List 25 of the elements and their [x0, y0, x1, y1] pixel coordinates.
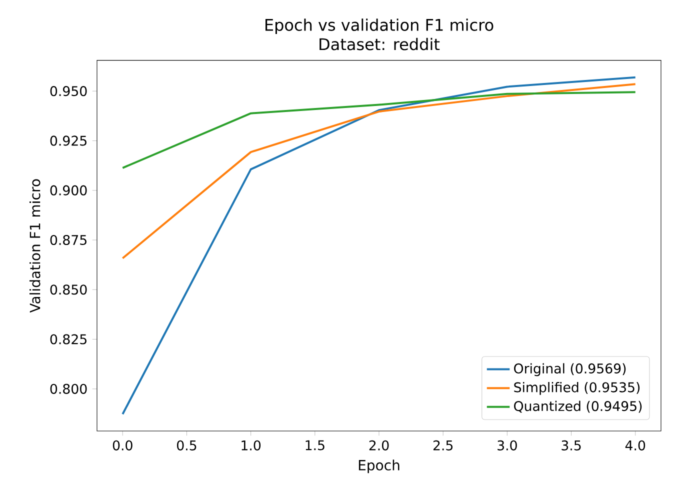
x-tick-label: 1.0 [242, 440, 261, 450]
x-tick-label: 0.5 [177, 440, 196, 450]
legend-label: Quantized (0.9495) [514, 400, 642, 413]
x-tick-label: 4.0 [625, 440, 646, 450]
x-tick-label: 0.0 [112, 440, 132, 450]
line-series [122, 91, 636, 169]
chart-subtitle: Dataset: reddit [320, 38, 440, 50]
y-tick-label: 0.850 [50, 284, 87, 295]
y-tick-label: 0.925 [50, 136, 86, 146]
x-tick-label: 2.5 [433, 440, 453, 450]
line-series [122, 83, 636, 260]
x-axis-title: Epoch [358, 460, 400, 474]
y-tick-label: 0.950 [50, 86, 87, 96]
y-tick-label: 0.900 [50, 185, 87, 196]
x-tick-label: 3.0 [498, 440, 517, 450]
y-tick-label: 0.800 [50, 384, 87, 394]
x-tick-label: 2.0 [369, 440, 389, 450]
y-tick-label: 0.875 [50, 234, 86, 246]
x-tick-label: 1.5 [306, 440, 324, 450]
legend-label: Simplified (0.9535) [514, 382, 640, 395]
y-axis-title: Validation F1 micro [29, 179, 40, 313]
y-tick-label: 0.825 [50, 334, 86, 344]
x-tick-label: 3.5 [562, 440, 581, 450]
legend-label: Original (0.9569) [514, 363, 626, 376]
chart-title: Epoch vs validation F1 micro [265, 18, 494, 34]
